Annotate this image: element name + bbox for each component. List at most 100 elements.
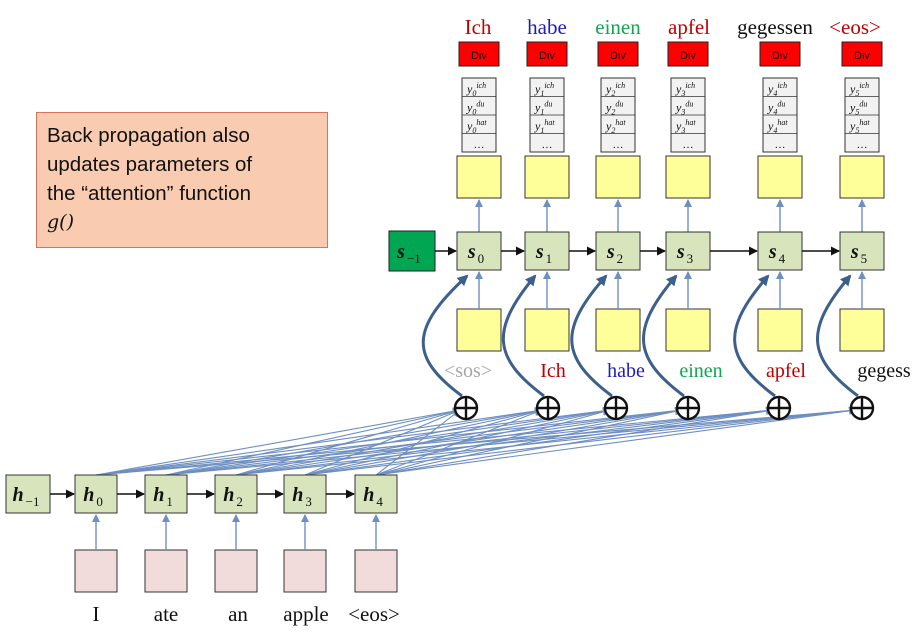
div-label-5: Div	[854, 50, 870, 62]
encoder-state-label-4-base: h	[363, 484, 374, 506]
encoder-input-box-2	[215, 550, 257, 592]
output-word-4: gegessen	[737, 15, 813, 39]
prob-sup: hat	[685, 118, 696, 127]
decoder-state-label-5-base: s	[850, 241, 859, 263]
encoder-state-label-0-sub: 0	[96, 494, 103, 509]
prob-sub: 4	[773, 89, 777, 98]
prob-sup: du	[544, 100, 552, 109]
prob-sub: 0	[472, 126, 476, 135]
output-word-1: habe	[527, 15, 567, 39]
input-word-0: I	[93, 602, 100, 626]
encoder-state-label-4-sub: 4	[376, 494, 383, 509]
prob-sub: 2	[611, 126, 615, 135]
decoder-state-label-3-base: s	[676, 241, 685, 263]
prob-ellipsis-3: …	[683, 139, 694, 151]
decoder-state-label-1-base: s	[535, 241, 544, 263]
encoder-state-label-2-base: h	[223, 484, 234, 506]
decoder-state-label-0-base: s	[467, 241, 476, 263]
output-layer-box-5	[840, 156, 884, 198]
prob-sub: 0	[472, 108, 476, 117]
prob-sub: 5	[855, 126, 859, 135]
output-layer-box-2	[596, 156, 640, 198]
div-label-2: Div	[610, 50, 626, 62]
decoder-state-label-2-sub: 2	[617, 251, 624, 266]
prob-sup: du	[685, 100, 693, 109]
prob-sub: 4	[773, 108, 777, 117]
prob-sub: 3	[680, 89, 685, 98]
decoder-state-label-4-base: s	[768, 241, 777, 263]
encoder-initial-label-base: h	[13, 484, 24, 506]
prob-ellipsis-1: …	[542, 139, 553, 151]
decoder-state-label-4-sub: 4	[779, 251, 786, 266]
prob-sub: 3	[680, 108, 685, 117]
prob-sub: 2	[611, 108, 615, 117]
encoder-state-label-1-sub: 1	[166, 494, 173, 509]
prob-sub: 2	[611, 89, 615, 98]
prob-sub: 4	[773, 126, 777, 135]
input-word-3: apple	[283, 602, 328, 626]
decoder-input-word-1: Ich	[540, 360, 566, 382]
prob-sub: 1	[540, 89, 544, 98]
decoder-state-label-2-base: s	[606, 241, 615, 263]
prob-sub: 1	[540, 126, 544, 135]
prob-sup: du	[777, 100, 785, 109]
prob-sup: du	[859, 100, 867, 109]
input-word-4: <eos>	[348, 602, 400, 626]
output-word-5: <eos>	[829, 15, 881, 39]
prob-sub: 5	[855, 108, 859, 117]
encoder-state-label-3-base: h	[292, 484, 303, 506]
output-layer-box-1	[525, 156, 569, 198]
output-word-2: einen	[595, 15, 641, 39]
prob-sub: 5	[855, 89, 859, 98]
decoder-state-label-3-sub: 3	[687, 251, 694, 266]
div-label-4: Div	[772, 50, 788, 62]
input-word-2: an	[228, 602, 248, 626]
diagram-body: Ich habe einen apfel gegessen <eos> Div Div Div D…	[6, 15, 911, 626]
encoder-state-label-0-base: h	[83, 484, 94, 506]
output-word-0: Ich	[465, 15, 492, 39]
output-layer-box-4	[758, 156, 802, 198]
input-layer-box-1	[525, 309, 569, 351]
decoder-input-word-5: gegess	[857, 360, 911, 382]
prob-sup: ich	[777, 81, 787, 90]
prob-sub: 3	[680, 126, 685, 135]
decoder-state-label-0-sub: 0	[478, 251, 485, 266]
decoder-state-label-5-sub: 5	[861, 251, 868, 266]
prob-sup: du	[615, 100, 623, 109]
encoder-input-box-3	[284, 550, 326, 592]
attention-line-4-1	[376, 410, 542, 475]
prob-sup: du	[476, 100, 484, 109]
prob-sup: hat	[544, 118, 555, 127]
prob-sup: hat	[615, 118, 626, 127]
prob-sup: hat	[476, 118, 487, 127]
encoder-input-box-4	[355, 550, 397, 592]
prob-sub: 0	[472, 89, 476, 98]
decoder-initial-label-sub: −1	[407, 251, 421, 266]
prob-sup: ich	[544, 81, 554, 90]
prob-sup: ich	[476, 81, 486, 90]
encoder-initial-label-sub: −1	[26, 494, 40, 509]
div-label-0: Div	[471, 50, 487, 62]
output-layer-box-3	[666, 156, 710, 198]
prob-ellipsis-2: …	[613, 139, 624, 151]
input-layer-box-4	[758, 309, 802, 351]
decoder-state-label-1-sub: 1	[546, 251, 553, 266]
prob-sup: hat	[777, 118, 788, 127]
encoder-state-label-3-sub: 3	[305, 494, 312, 509]
div-label-3: Div	[680, 50, 696, 62]
attention-line-0-0	[96, 410, 460, 475]
decoder-input-word-4: apfel	[766, 360, 806, 382]
div-label-1: Div	[539, 50, 555, 62]
attention-line-1-1	[166, 410, 542, 475]
decoder-input-word-3: einen	[679, 360, 722, 382]
encoder-state-label-1-base: h	[153, 484, 164, 506]
encoder-state-label-2-sub: 2	[236, 494, 243, 509]
input-word-1: ate	[154, 602, 178, 626]
prob-sup: ich	[859, 81, 869, 90]
attention-line-3-4	[305, 410, 773, 475]
encoder-input-box-0	[75, 550, 117, 592]
prob-ellipsis-0: …	[474, 139, 485, 151]
prob-ellipsis-4: …	[775, 139, 786, 151]
encoder-input-box-1	[145, 550, 187, 592]
output-word-3: apfel	[668, 15, 710, 39]
